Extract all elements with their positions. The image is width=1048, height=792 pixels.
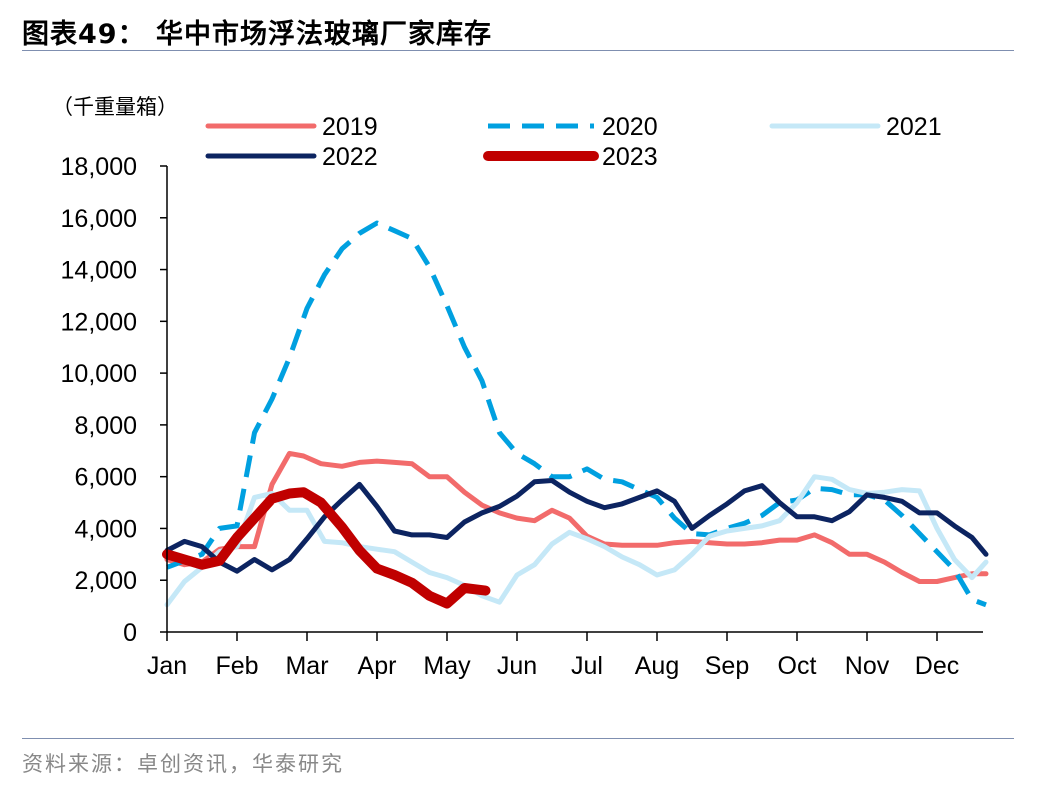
y-tick-label: 10,000 (61, 360, 137, 388)
y-tick-label: 6,000 (74, 464, 137, 492)
x-tick-label: Mar (285, 652, 328, 680)
source-note: 资料来源：卓创资讯，华泰研究 (22, 752, 344, 776)
legend-label-2022: 2022 (322, 143, 378, 171)
legend-label-2021: 2021 (886, 113, 942, 141)
series-layer (162, 220, 989, 609)
y-tick-label: 4,000 (74, 515, 137, 543)
x-tick-label: Apr (358, 652, 397, 680)
x-tick-label: Oct (778, 652, 817, 680)
x-tick-label: Jun (497, 652, 537, 680)
series-line-2023 (162, 487, 491, 609)
y-tick-label: 0 (123, 619, 137, 647)
figure-title: 图表49： 华中市场浮法玻璃厂家库存 (22, 19, 492, 50)
legend-label-2019: 2019 (322, 113, 378, 141)
x-tick-label: Sep (705, 652, 749, 680)
y-tick-label: 8,000 (74, 412, 137, 440)
line-chart: 2019 2020 2021 2022 2023 （千重量箱） 0 2,000 4,000 6… (52, 95, 989, 680)
axes-layer: 0 2,000 4,000 6,000 8,000 10,000 12,000 14,000 1… (61, 153, 983, 680)
source-divider (22, 738, 1014, 739)
legend-label-2023: 2023 (602, 143, 658, 171)
x-tick-label: Jul (571, 652, 603, 680)
series-line-2022 (164, 478, 989, 574)
x-tick-label: Nov (845, 652, 890, 680)
x-tick-label: Dec (915, 652, 959, 680)
series-line-2021 (164, 474, 989, 608)
y-tick-label: 16,000 (61, 205, 137, 233)
series-line-2019 (164, 450, 989, 584)
series-line-2020 (166, 220, 987, 608)
y-tick-label: 14,000 (61, 257, 137, 285)
title-divider (22, 50, 1014, 51)
y-tick-label: 12,000 (61, 308, 137, 336)
y-tick-label: 18,000 (61, 153, 137, 181)
legend: 2019 2020 2021 2022 2023 (205, 113, 942, 171)
y-axis-unit-label: （千重量箱） (52, 95, 178, 119)
y-tick-label: 2,000 (74, 567, 137, 595)
x-tick-label: Aug (635, 652, 679, 680)
x-tick-label: Feb (215, 652, 258, 680)
legend-label-2020: 2020 (602, 113, 658, 141)
x-tick-label: Jan (147, 652, 187, 680)
x-tick-label: May (423, 652, 471, 680)
